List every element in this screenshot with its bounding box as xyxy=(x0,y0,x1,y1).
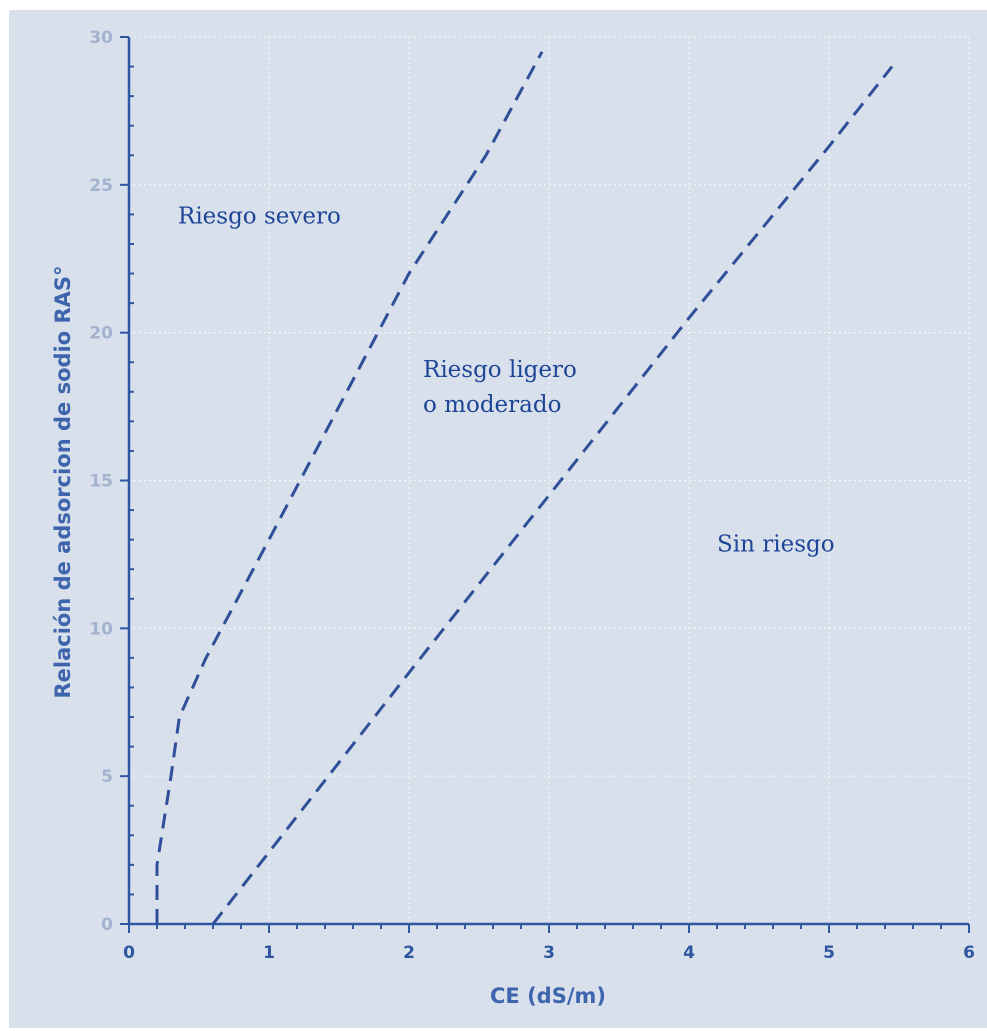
grid-lines xyxy=(129,36,970,924)
y-tick-label: 15 xyxy=(89,472,113,492)
region-label: Sin riesgo xyxy=(717,531,835,557)
x-tick-label: 0 xyxy=(123,943,135,963)
x-tick-label: 6 xyxy=(963,943,975,963)
y-tick-label: 30 xyxy=(89,28,113,48)
boundary-line-2 xyxy=(211,65,894,925)
series-lines xyxy=(155,51,894,925)
y-tick-label: 20 xyxy=(89,324,113,344)
chart-panel xyxy=(9,10,987,1028)
x-tick-label: 1 xyxy=(263,943,275,963)
x-tick-label: 4 xyxy=(683,943,695,963)
y-tick-label: 0 xyxy=(101,915,113,935)
region-label-line: Sin riesgo xyxy=(717,531,835,557)
x-tick-label: 3 xyxy=(543,943,555,963)
x-tick-label: 2 xyxy=(403,943,415,963)
region-labels: Riesgo severo Riesgo ligero o moderado Sin … xyxy=(178,203,835,557)
region-label-line: Riesgo ligero xyxy=(423,357,577,383)
region-label: Riesgo severo xyxy=(178,203,341,229)
x-ticks: 0 1 2 3 4 5 6 xyxy=(123,924,975,963)
region-label-line: o moderado xyxy=(423,392,561,418)
y-tick-label: 10 xyxy=(89,619,113,639)
boundary-line-1 xyxy=(155,51,544,924)
y-ticks: 0 5 10 15 20 25 30 xyxy=(89,28,134,935)
y-axis-title: Relación de adsorcion de sodio RAS° xyxy=(51,265,75,698)
region-label: Riesgo ligero o moderado xyxy=(423,357,577,418)
x-tick-label: 5 xyxy=(823,943,835,963)
y-tick-label: 5 xyxy=(101,767,113,787)
region-label-line: Riesgo severo xyxy=(178,203,341,229)
y-tick-label: 25 xyxy=(89,176,113,196)
x-axis-title: CE (dS/m) xyxy=(490,984,606,1008)
